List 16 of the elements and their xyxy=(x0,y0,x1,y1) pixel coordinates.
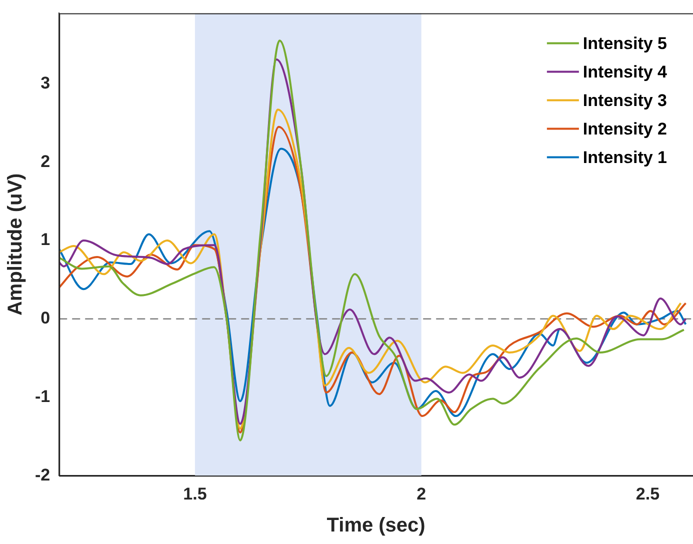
y-tick-label: 2 xyxy=(40,152,50,171)
y-tick-label: 3 xyxy=(40,73,50,92)
x-axis-title: Time (sec) xyxy=(326,514,426,537)
y-tick-label: 0 xyxy=(40,308,50,328)
legend-label: Intensity 5 xyxy=(582,34,668,53)
x-tick-label: 2.5 xyxy=(636,484,660,504)
y-tick-label: -2 xyxy=(34,465,50,484)
legend-label: Intensity 4 xyxy=(582,62,668,82)
y-tick-label: 1 xyxy=(40,230,50,250)
legend-label: Intensity 1 xyxy=(582,148,668,167)
legend-label: Intensity 3 xyxy=(582,90,668,110)
y-axis-title: Amplitude (uV) xyxy=(4,173,27,316)
legend-label: Intensity 2 xyxy=(582,119,668,138)
y-tick-label: -1 xyxy=(34,386,50,406)
x-tick-label: 2 xyxy=(416,484,426,504)
x-tick-label: 1.5 xyxy=(183,484,207,504)
